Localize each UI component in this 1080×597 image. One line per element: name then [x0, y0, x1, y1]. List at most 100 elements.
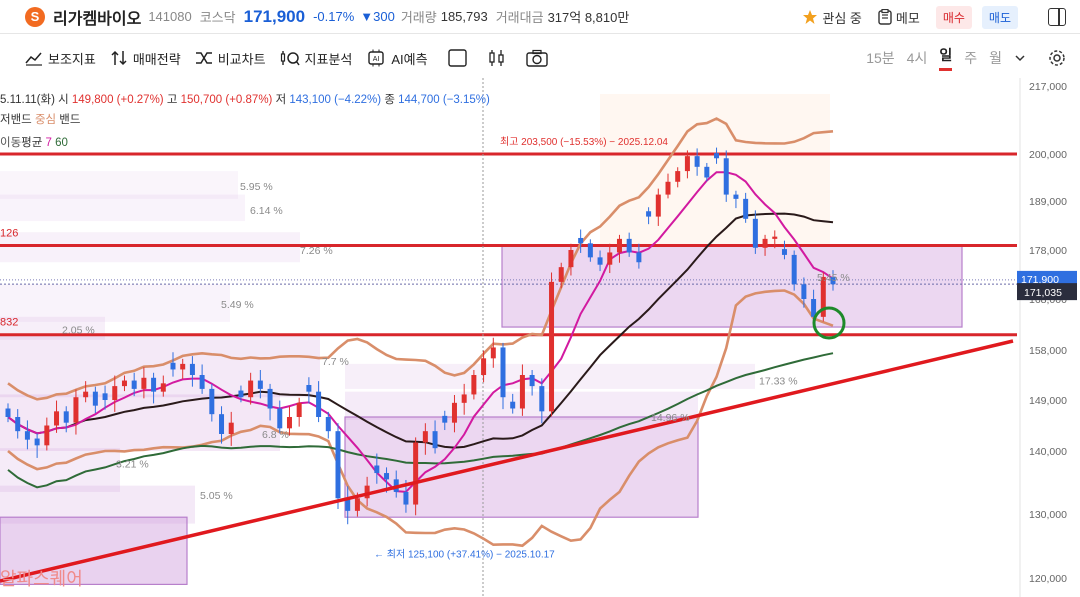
amount-value: 317억 8,810만 [547, 10, 630, 25]
square-icon [447, 49, 467, 67]
trendline-up[interactable] [0, 339, 1014, 583]
timeframe-month[interactable]: 월 [989, 50, 1002, 66]
ma60-line [7, 352, 834, 489]
candle-body [170, 362, 176, 370]
indicator-icon [25, 52, 42, 66]
timeframe-15m[interactable]: 15분 [866, 50, 895, 66]
indicator-tool[interactable]: 보조지표 [25, 49, 96, 68]
candle-body [752, 218, 758, 248]
sell-button[interactable]: 매도 [981, 5, 1018, 29]
candle-body [151, 377, 157, 392]
amount-label: 거래대금 [495, 10, 544, 25]
candle-body [286, 417, 292, 429]
candle-body [500, 347, 506, 398]
tool-label-2: 비교차트 [217, 51, 266, 67]
candle-body [15, 417, 21, 432]
memo-button[interactable]: 메모 [878, 8, 920, 27]
change-amount: ▼300 [360, 9, 395, 24]
profile-label: 14.96 % [651, 412, 690, 424]
candle-body [616, 238, 622, 253]
candle-body [92, 391, 98, 406]
candle-icon [488, 50, 504, 66]
candle-body [549, 281, 555, 412]
candle-body [199, 375, 205, 389]
candle-body [626, 238, 632, 253]
candle-body [316, 391, 322, 417]
y-tick-label: 158,000 [1029, 345, 1067, 357]
profile-label: 6.8 % [262, 429, 289, 441]
low-annotation: ← 최저 125,100 (+37.41%) − 2025.10.17 [374, 548, 555, 560]
stock-name[interactable]: 리가켐바이오 [53, 10, 142, 28]
stock-header: S 리가켐바이오 141080 코스닥 171,900 -0.17% ▼300 … [0, 0, 1080, 34]
candle-body [471, 375, 477, 395]
candle-body [34, 438, 40, 446]
strategy-tool[interactable]: 매매전략 [110, 49, 181, 68]
candle-body [772, 236, 778, 239]
profile-label: 3.21 % [116, 459, 149, 471]
profile-label: 17.33 % [759, 376, 798, 388]
tool-label-3: 지표분석 [304, 51, 353, 67]
y-tick-label: 200,000 [1029, 149, 1067, 161]
candle-tool[interactable] [487, 49, 512, 67]
tool-label-1: 매매전략 [132, 51, 181, 67]
square-tool[interactable] [447, 49, 473, 67]
watchlist-button[interactable]: 관심 중 [802, 8, 862, 27]
buy-button[interactable]: 매수 [935, 5, 972, 29]
ohlc-legend: 5.11.11(화) 시 149,800 (+0.27%) 고 150,700 … [0, 93, 490, 106]
candle-body [306, 385, 312, 392]
price-chart[interactable]: 126 832 5.11.11(화) 시 149,800 (+0.27%) 고 1… [0, 78, 1080, 597]
candle-body [248, 380, 254, 398]
timeframe-day[interactable]: 일 [939, 45, 953, 71]
candle-body [791, 254, 797, 285]
analysis-tool[interactable]: 지표분석 [280, 49, 353, 68]
band-upper [7, 117, 834, 401]
candle-body [121, 380, 127, 387]
candle-body [723, 158, 729, 195]
band-middle [7, 212, 834, 449]
highlight-circle[interactable] [812, 306, 846, 340]
candle-body [83, 391, 89, 398]
y-tick-label: 130,000 [1029, 509, 1067, 521]
profile-zone [0, 284, 230, 322]
memo-label: 메모 [895, 10, 920, 26]
chevron-down-icon[interactable] [1014, 53, 1026, 63]
timeframe-week[interactable]: 주 [964, 50, 978, 66]
candle-body [44, 425, 50, 446]
candle-body [704, 166, 710, 178]
candle-body [830, 276, 836, 285]
candle-body [141, 377, 147, 389]
profile-zone [0, 448, 120, 492]
candle-body [714, 153, 720, 159]
candle-body [422, 431, 428, 443]
compare-tool[interactable]: 비교차트 [195, 49, 266, 68]
tool-label-0: 보조지표 [48, 51, 96, 67]
candlesticks [5, 147, 836, 525]
camera-tool[interactable] [525, 49, 553, 67]
ai-chip-icon: AI [368, 49, 385, 67]
chart-labels: 5.11.11(화) 시 149,800 (+0.27%) 고 150,700 … [0, 93, 850, 560]
bollinger-bands [7, 117, 834, 548]
candle-body [539, 386, 545, 412]
candle-body [811, 299, 817, 317]
candle-body [267, 388, 273, 409]
timeframe-bar: 15분 4시 일 주 월 [866, 42, 1080, 74]
y-tick-label: 149,000 [1029, 395, 1067, 407]
analysis-icon [280, 51, 300, 66]
ai-tool[interactable]: AI AI예측 [366, 49, 428, 68]
panel-toggle-icon[interactable] [1048, 8, 1066, 26]
candle-body [131, 380, 137, 389]
timeframe-4h[interactable]: 4시 [906, 50, 928, 66]
candle-body [160, 383, 166, 392]
candle-body [578, 237, 584, 244]
gear-icon[interactable] [1048, 49, 1066, 67]
candle-body [257, 380, 263, 389]
crosshair-price-tag [1017, 283, 1077, 301]
candle-body [481, 358, 487, 375]
candle-body [519, 375, 525, 409]
candle-body [228, 422, 234, 434]
profile-label: 5.45 % [817, 272, 850, 284]
candle-body [529, 375, 535, 387]
ma7-line [7, 171, 834, 493]
candle-body [73, 397, 79, 423]
candle-body [636, 252, 642, 263]
